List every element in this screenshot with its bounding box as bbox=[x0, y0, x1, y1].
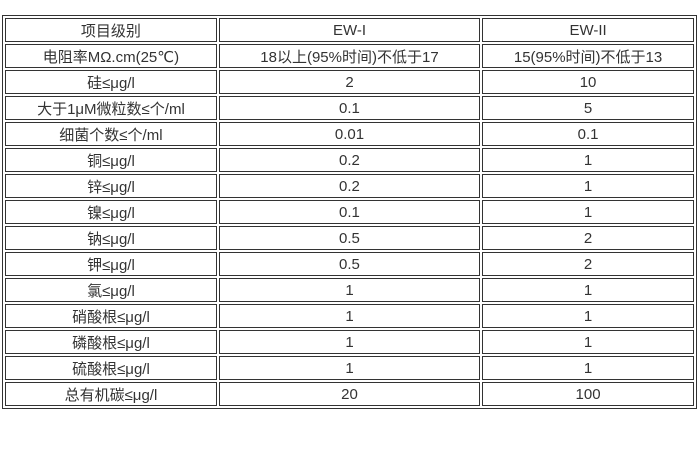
table-row: 镍≤μg/l 0.1 1 bbox=[5, 200, 694, 224]
table-row: 钾≤μg/l 0.5 2 bbox=[5, 252, 694, 276]
ew1-value-cell: 0.1 bbox=[218, 200, 481, 224]
ew2-value-cell: 5 bbox=[482, 96, 694, 120]
ew2-value-cell: 100 bbox=[482, 382, 694, 406]
ew1-value-cell: 0.2 bbox=[218, 148, 481, 172]
table-row: 硫酸根≤μg/l 1 1 bbox=[5, 356, 694, 380]
table-row: 硝酸根≤μg/l 1 1 bbox=[5, 304, 694, 328]
table-row: 硅≤μg/l 2 10 bbox=[5, 70, 694, 94]
header-row: 项目级别 EW-I EW-II bbox=[5, 18, 694, 42]
row-label-cell: 铜≤μg/l bbox=[5, 148, 217, 172]
ew1-value-cell: 18以上(95%时间)不低于17 bbox=[218, 44, 481, 68]
table-row: 锌≤μg/l 0.2 1 bbox=[5, 174, 694, 198]
row-label-cell: 氯≤μg/l bbox=[5, 278, 217, 302]
column-header-ew2: EW-II bbox=[482, 18, 694, 42]
ew1-value-cell: 0.2 bbox=[218, 174, 481, 198]
column-header-item-level: 项目级别 bbox=[5, 18, 217, 42]
table-row: 大于1μM微粒数≤个/ml 0.1 5 bbox=[5, 96, 694, 120]
ew1-value-cell: 2 bbox=[218, 70, 481, 94]
table-row: 氯≤μg/l 1 1 bbox=[5, 278, 694, 302]
ew1-value-cell: 1 bbox=[218, 330, 481, 354]
ew1-value-cell: 20 bbox=[218, 382, 481, 406]
ew1-value-cell: 1 bbox=[218, 304, 481, 328]
ew2-value-cell: 0.1 bbox=[482, 122, 694, 146]
table-body: 电阻率MΩ.cm(25℃) 18以上(95%时间)不低于17 15(95%时间)不低… bbox=[5, 44, 694, 406]
table-row: 细菌个数≤个/ml 0.01 0.1 bbox=[5, 122, 694, 146]
table-row: 电阻率MΩ.cm(25℃) 18以上(95%时间)不低于17 15(95%时间)不低… bbox=[5, 44, 694, 68]
row-label-cell: 细菌个数≤个/ml bbox=[5, 122, 217, 146]
table-row: 总有机碳≤μg/l 20 100 bbox=[5, 382, 694, 406]
ew2-value-cell: 1 bbox=[482, 148, 694, 172]
ew1-value-cell: 1 bbox=[218, 356, 481, 380]
row-label-cell: 电阻率MΩ.cm(25℃) bbox=[5, 44, 217, 68]
ew2-value-cell: 15(95%时间)不低于13 bbox=[482, 44, 694, 68]
ew2-value-cell: 1 bbox=[482, 174, 694, 198]
ew1-value-cell: 1 bbox=[218, 278, 481, 302]
row-label-cell: 硫酸根≤μg/l bbox=[5, 356, 217, 380]
row-label-cell: 钾≤μg/l bbox=[5, 252, 217, 276]
ew1-value-cell: 0.5 bbox=[218, 226, 481, 250]
row-label-cell: 硅≤μg/l bbox=[5, 70, 217, 94]
row-label-cell: 镍≤μg/l bbox=[5, 200, 217, 224]
ew1-value-cell: 0.01 bbox=[218, 122, 481, 146]
table-header: 项目级别 EW-I EW-II bbox=[5, 18, 694, 42]
ew2-value-cell: 1 bbox=[482, 304, 694, 328]
row-label-cell: 钠≤μg/l bbox=[5, 226, 217, 250]
row-label-cell: 锌≤μg/l bbox=[5, 174, 217, 198]
ew2-value-cell: 1 bbox=[482, 200, 694, 224]
ew1-value-cell: 0.5 bbox=[218, 252, 481, 276]
column-header-ew1: EW-I bbox=[218, 18, 481, 42]
ew2-value-cell: 2 bbox=[482, 226, 694, 250]
row-label-cell: 硝酸根≤μg/l bbox=[5, 304, 217, 328]
table-row: 铜≤μg/l 0.2 1 bbox=[5, 148, 694, 172]
ew2-value-cell: 10 bbox=[482, 70, 694, 94]
table-row: 钠≤μg/l 0.5 2 bbox=[5, 226, 694, 250]
ew2-value-cell: 1 bbox=[482, 356, 694, 380]
water-quality-spec-table: 项目级别 EW-I EW-II 电阻率MΩ.cm(25℃) 18以上(95%时间)… bbox=[2, 15, 697, 409]
ew1-value-cell: 0.1 bbox=[218, 96, 481, 120]
ew2-value-cell: 2 bbox=[482, 252, 694, 276]
table-row: 磷酸根≤μg/l 1 1 bbox=[5, 330, 694, 354]
ew2-value-cell: 1 bbox=[482, 278, 694, 302]
row-label-cell: 磷酸根≤μg/l bbox=[5, 330, 217, 354]
ew2-value-cell: 1 bbox=[482, 330, 694, 354]
row-label-cell: 大于1μM微粒数≤个/ml bbox=[5, 96, 217, 120]
row-label-cell: 总有机碳≤μg/l bbox=[5, 382, 217, 406]
